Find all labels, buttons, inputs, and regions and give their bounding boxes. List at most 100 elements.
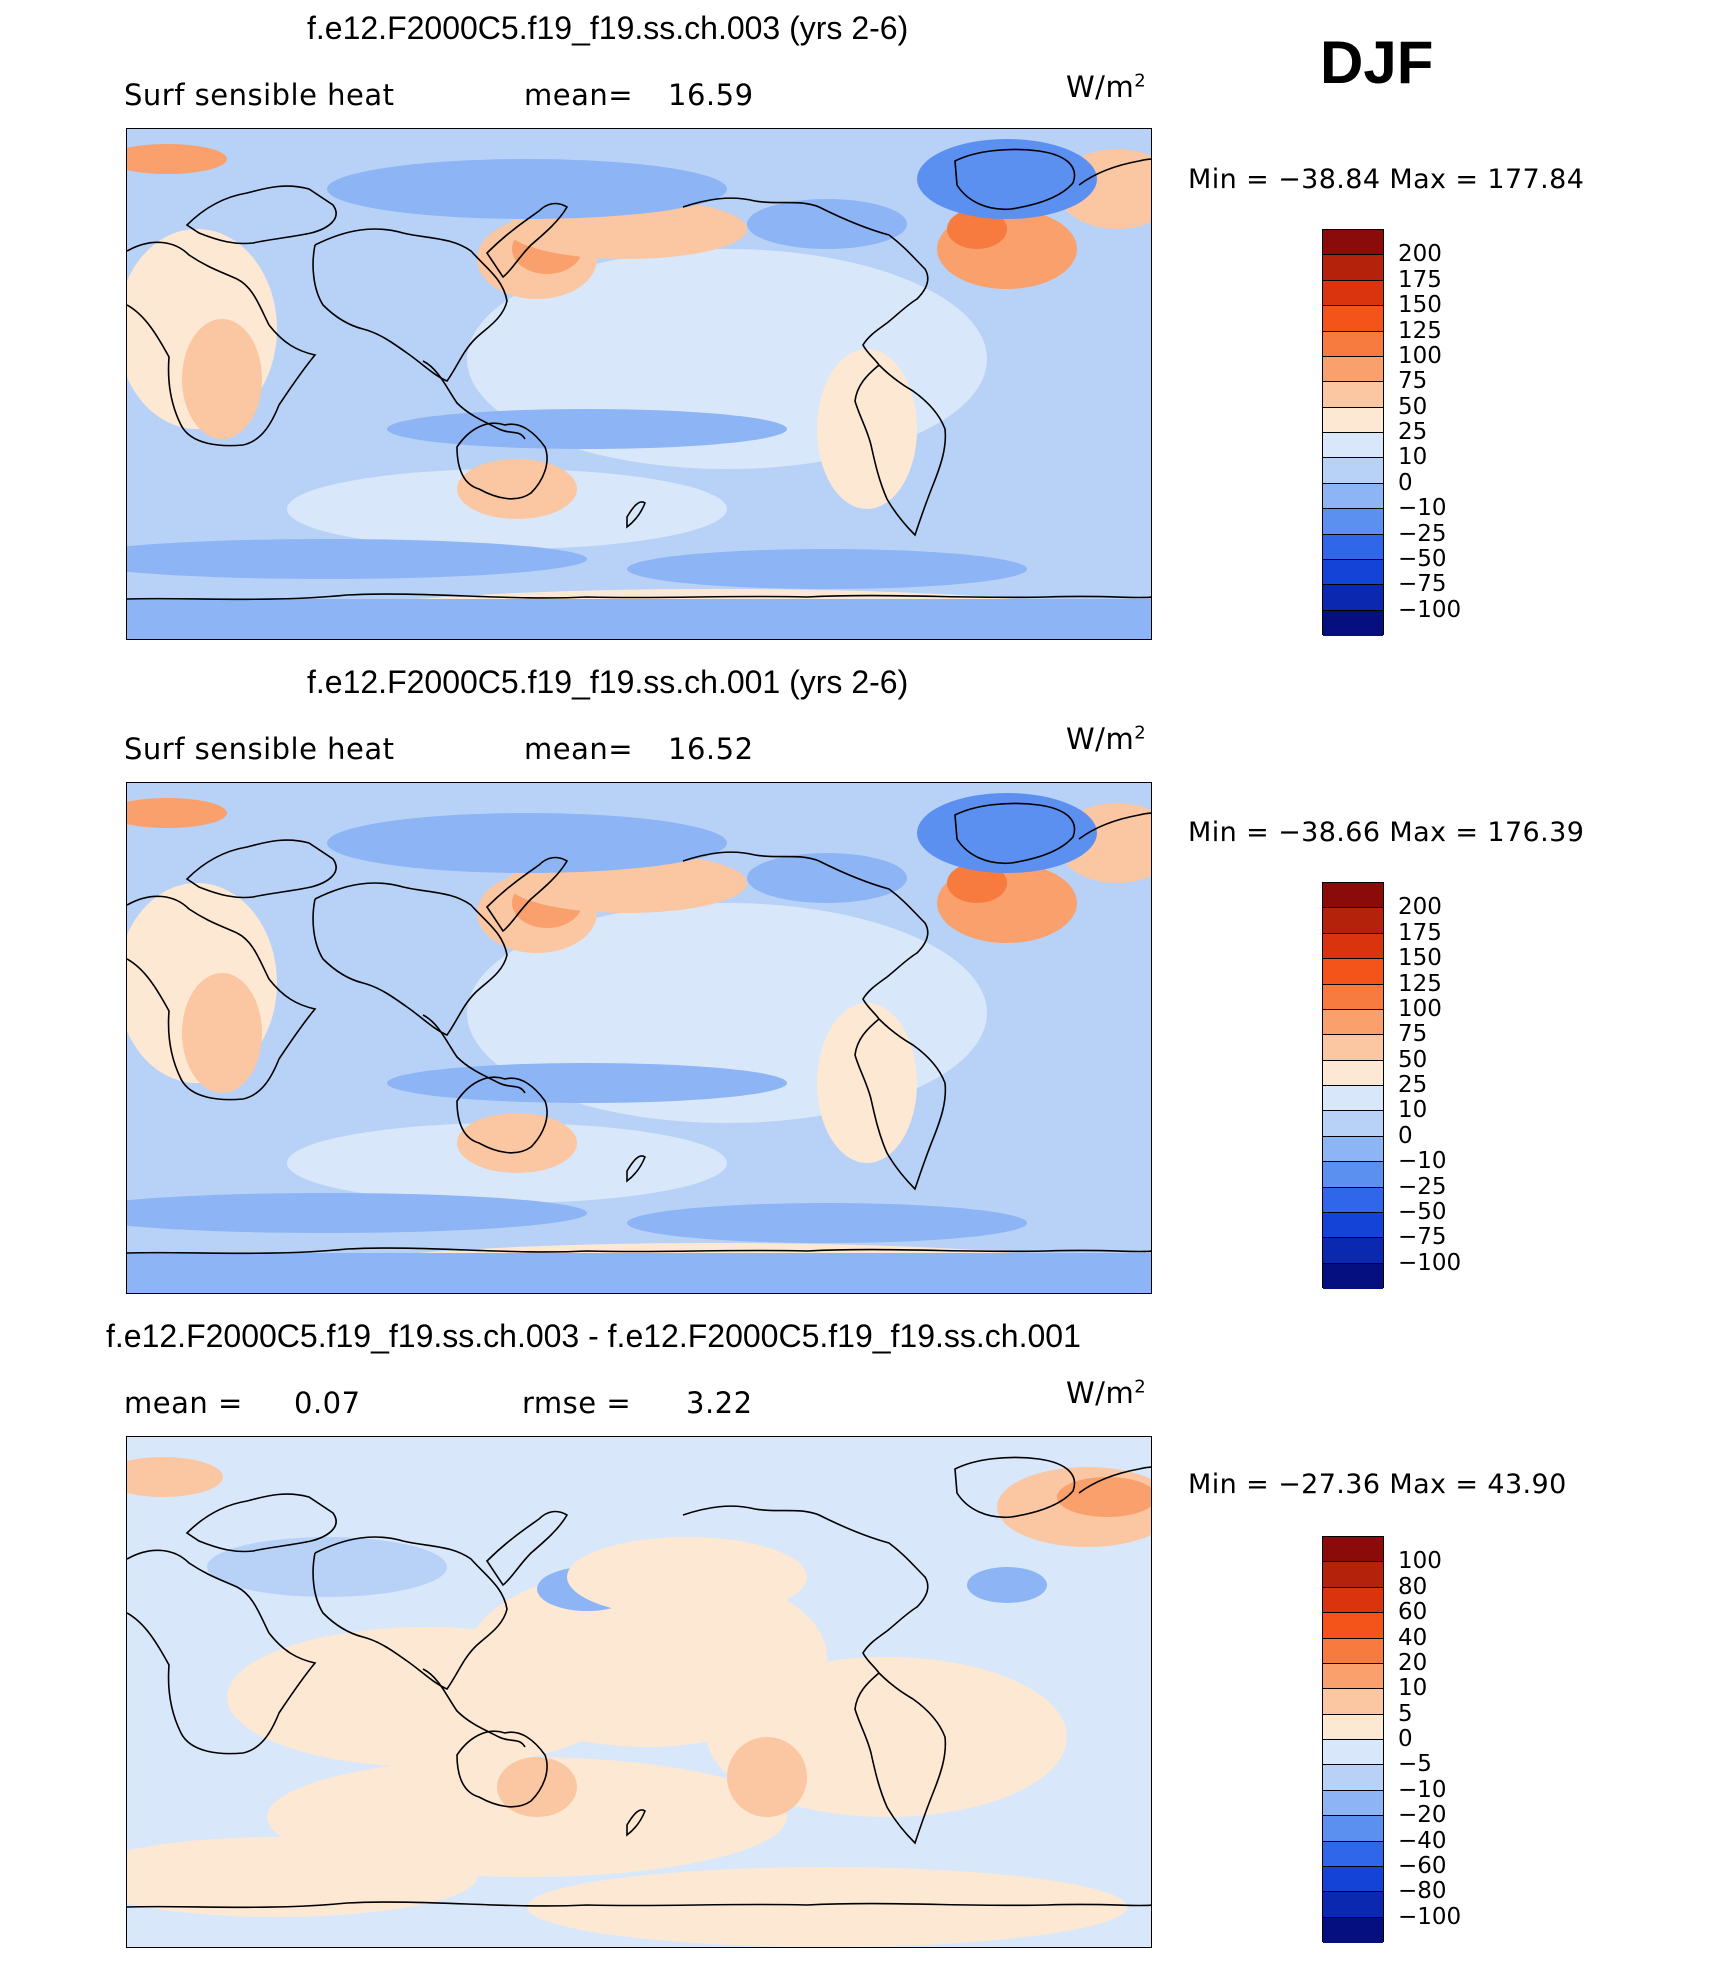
colorbar-tick-label: 175 bbox=[1398, 919, 1442, 946]
colorbar-swatch bbox=[1323, 1136, 1383, 1163]
colorbar-tick-label: 0 bbox=[1398, 1122, 1413, 1149]
colorbar-swatch bbox=[1323, 1009, 1383, 1036]
colorbar-swatch bbox=[1323, 483, 1383, 510]
colorbar-tick-label: 125 bbox=[1398, 317, 1442, 344]
colorbar-swatch bbox=[1323, 933, 1383, 960]
panel-2-units: W/m2 bbox=[1066, 722, 1147, 756]
colorbar-tick-label: 100 bbox=[1398, 1548, 1442, 1575]
panel-2-colorbar bbox=[1322, 882, 1384, 1289]
colorbar-tick-label: −20 bbox=[1398, 1802, 1447, 1829]
colorbar-tick-label: 100 bbox=[1398, 342, 1442, 369]
colorbar-tick-label: 40 bbox=[1398, 1624, 1428, 1651]
colorbar-swatch bbox=[1323, 1816, 1383, 1842]
colorbar-tick-label: −40 bbox=[1398, 1827, 1447, 1854]
colorbar-tick-label: 80 bbox=[1398, 1573, 1428, 1600]
colorbar-swatch bbox=[1323, 458, 1383, 484]
colorbar-swatch bbox=[1323, 1212, 1383, 1239]
colorbar-tick-label: 10 bbox=[1398, 1675, 1428, 1702]
colorbar-tick-label: −10 bbox=[1398, 495, 1447, 522]
panel-1-mean-label: mean= bbox=[524, 78, 634, 112]
colorbar-swatch bbox=[1323, 1740, 1383, 1766]
colorbar-tick-label: 5 bbox=[1398, 1700, 1413, 1727]
colorbar-tick-label: −25 bbox=[1398, 1173, 1447, 1200]
colorbar-swatch bbox=[1323, 1841, 1383, 1867]
colorbar-swatch bbox=[1323, 984, 1383, 1010]
colorbar-swatch bbox=[1323, 382, 1383, 408]
panel-3-map bbox=[126, 1436, 1152, 1948]
colorbar-swatch bbox=[1323, 534, 1383, 560]
colorbar-tick-label: 200 bbox=[1398, 241, 1442, 268]
colorbar-tick-label: −5 bbox=[1398, 1751, 1432, 1778]
colorbar-swatch bbox=[1323, 280, 1383, 307]
colorbar-tick-label: −100 bbox=[1398, 1249, 1462, 1276]
panel-3-mean-value: 0.07 bbox=[294, 1386, 361, 1420]
panel-1-map bbox=[126, 128, 1152, 640]
colorbar-tick-label: 60 bbox=[1398, 1599, 1428, 1626]
colorbar-swatch bbox=[1323, 230, 1383, 256]
colorbar-swatch bbox=[1323, 509, 1383, 535]
panel-2-title: f.e12.F2000C5.f19_f19.ss.ch.001 (yrs 2-6… bbox=[307, 664, 909, 700]
panel-3-units: W/m2 bbox=[1066, 1376, 1147, 1410]
colorbar-tick-label: −75 bbox=[1398, 571, 1447, 598]
colorbar-tick-label: −75 bbox=[1398, 1224, 1447, 1251]
colorbar-tick-label: 150 bbox=[1398, 945, 1442, 972]
colorbar-swatch bbox=[1323, 1917, 1383, 1943]
colorbar-tick-label: 20 bbox=[1398, 1649, 1428, 1676]
colorbar-swatch bbox=[1323, 1663, 1383, 1690]
colorbar-swatch bbox=[1323, 1111, 1383, 1137]
colorbar-tick-label: 25 bbox=[1398, 1072, 1428, 1098]
colorbar-swatch bbox=[1323, 1035, 1383, 1061]
colorbar-tick-label: 75 bbox=[1398, 368, 1428, 395]
colorbar-swatch bbox=[1323, 1587, 1383, 1614]
colorbar-tick-label: 75 bbox=[1398, 1021, 1428, 1048]
colorbar-tick-label: 125 bbox=[1398, 970, 1442, 997]
colorbar-swatch bbox=[1323, 610, 1383, 636]
colorbar-swatch bbox=[1323, 908, 1383, 934]
colorbar-tick-label: −100 bbox=[1398, 596, 1462, 623]
colorbar-swatch bbox=[1323, 356, 1383, 383]
colorbar-swatch bbox=[1323, 959, 1383, 985]
panel-1-min-max: Min = −38.84 Max = 177.84 bbox=[1188, 164, 1585, 195]
colorbar-tick-label: −60 bbox=[1398, 1852, 1447, 1879]
colorbar-tick-label: −80 bbox=[1398, 1878, 1447, 1905]
panel-3-rmse-value: 3.22 bbox=[686, 1386, 753, 1420]
colorbar-swatch bbox=[1323, 331, 1383, 357]
panel-1-mean-value: 16.59 bbox=[668, 78, 754, 112]
colorbar-tick-label: 10 bbox=[1398, 444, 1428, 471]
panel-2-map bbox=[126, 782, 1152, 1294]
colorbar-tick-label: −50 bbox=[1398, 1198, 1447, 1225]
colorbar-swatch bbox=[1323, 1537, 1383, 1563]
colorbar-swatch bbox=[1323, 1866, 1383, 1893]
colorbar-tick-label: 150 bbox=[1398, 292, 1442, 319]
colorbar-tick-label: 175 bbox=[1398, 266, 1442, 293]
panel-2-min-max: Min = −38.66 Max = 176.39 bbox=[1188, 817, 1585, 848]
panel-3-min-max: Min = −27.36 Max = 43.90 bbox=[1188, 1469, 1567, 1500]
colorbar-tick-label: −100 bbox=[1398, 1903, 1462, 1930]
colorbar-swatch bbox=[1323, 1765, 1383, 1791]
colorbar-swatch bbox=[1323, 585, 1383, 611]
panel-3-rmse-label: rmse = bbox=[522, 1386, 632, 1420]
colorbar-tick-label: −25 bbox=[1398, 520, 1447, 547]
panel-1-variable-label: Surf sensible heat bbox=[124, 78, 395, 112]
panel-1-title: f.e12.F2000C5.f19_f19.ss.ch.003 (yrs 2-6… bbox=[307, 10, 909, 46]
colorbar-swatch bbox=[1323, 1238, 1383, 1264]
colorbar-tick-label: −50 bbox=[1398, 545, 1447, 572]
panel-3-mean-label: mean = bbox=[124, 1386, 243, 1420]
colorbar-tick-label: 25 bbox=[1398, 419, 1428, 445]
colorbar-swatch bbox=[1323, 306, 1383, 332]
panel-3-colorbar bbox=[1322, 1536, 1384, 1943]
colorbar-swatch bbox=[1323, 433, 1383, 459]
colorbar-swatch bbox=[1323, 559, 1383, 586]
colorbar-swatch bbox=[1323, 1060, 1383, 1086]
colorbar-swatch bbox=[1323, 255, 1383, 281]
colorbar-tick-label: 50 bbox=[1398, 393, 1428, 420]
colorbar-tick-label: 100 bbox=[1398, 995, 1442, 1022]
season-label: DJF bbox=[1320, 29, 1434, 96]
colorbar-swatch bbox=[1323, 1263, 1383, 1289]
colorbar-swatch bbox=[1323, 1638, 1383, 1664]
colorbar-swatch bbox=[1323, 1714, 1383, 1740]
colorbar-tick-label: 0 bbox=[1398, 1726, 1413, 1752]
colorbar-tick-label: 0 bbox=[1398, 469, 1413, 496]
colorbar-swatch bbox=[1323, 1086, 1383, 1112]
colorbar-tick-label: −10 bbox=[1398, 1148, 1447, 1175]
